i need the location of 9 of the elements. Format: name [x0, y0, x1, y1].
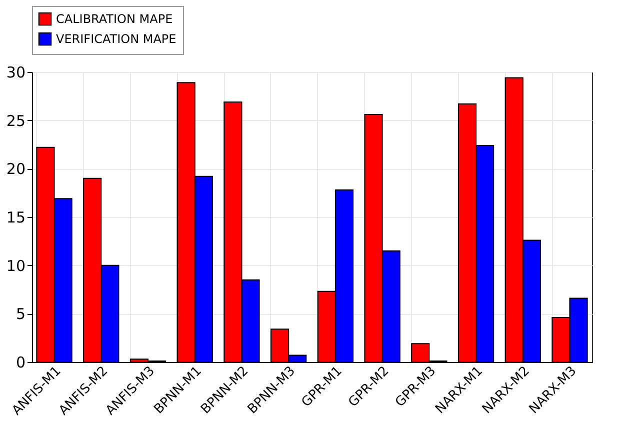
y-tick-label: 5 [16, 305, 26, 324]
legend-label: CALIBRATION MAPE [56, 12, 173, 26]
y-tick-label: 20 [6, 160, 26, 178]
y-tick-label: 10 [6, 256, 26, 275]
y-tick-label: 15 [6, 208, 26, 226]
y-tick-label: 30 [6, 64, 26, 82]
y-tick-label: 0 [16, 354, 26, 372]
y-tick-label: 25 [6, 112, 26, 130]
legend-label: VERIFICATION MAPE [56, 32, 176, 46]
